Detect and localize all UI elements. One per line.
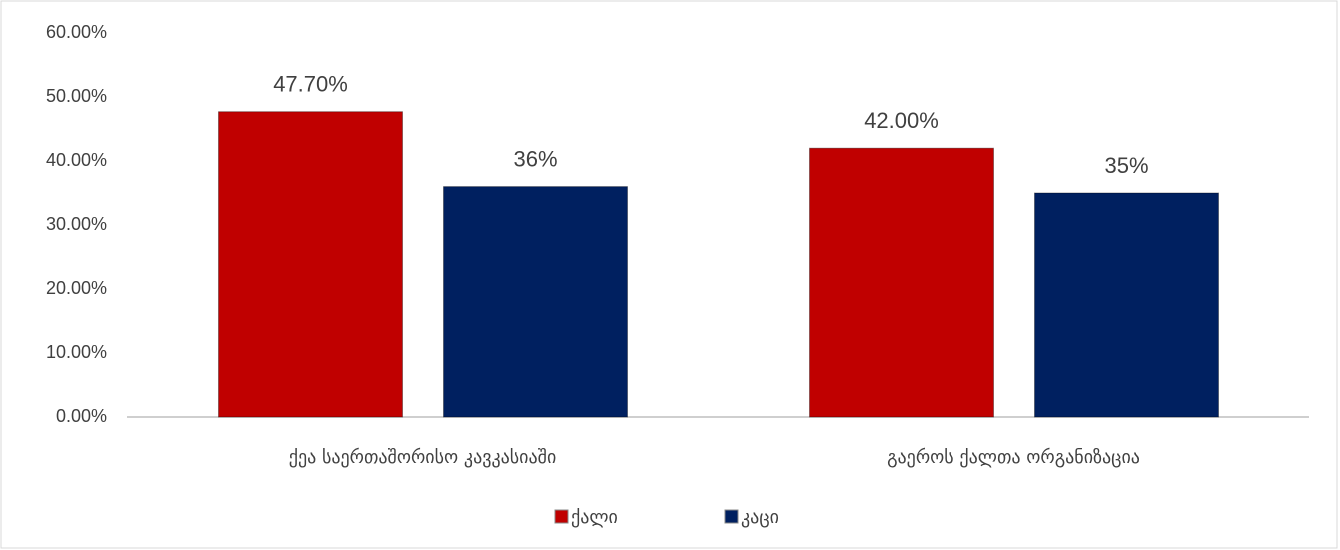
bar: [809, 147, 994, 418]
legend-label: კაცი: [741, 507, 779, 528]
y-tick-label: 60.00%: [46, 22, 107, 42]
y-tick-label: 0.00%: [56, 406, 107, 426]
bar: [1034, 192, 1219, 418]
value-label: 36%: [513, 146, 557, 171]
x-tick-label: ქეა საერთაშორისო კავკასიაში: [289, 447, 557, 468]
x-tick-label: გაეროს ქალთა ორგანიზაცია: [887, 447, 1140, 468]
legend-swatch: [724, 509, 739, 524]
y-tick-label: 40.00%: [46, 150, 107, 170]
bar: [443, 186, 628, 418]
value-label: 47.70%: [273, 72, 348, 97]
value-label: 35%: [1104, 153, 1148, 178]
legend-swatch: [554, 509, 569, 524]
legend-label: ქალი: [571, 507, 618, 528]
bar: [218, 111, 403, 418]
y-tick-label: 20.00%: [46, 278, 107, 298]
y-tick-label: 10.00%: [46, 342, 107, 362]
value-label: 42.00%: [864, 108, 939, 133]
y-tick-label: 50.00%: [46, 86, 107, 106]
y-tick-label: 30.00%: [46, 214, 107, 234]
